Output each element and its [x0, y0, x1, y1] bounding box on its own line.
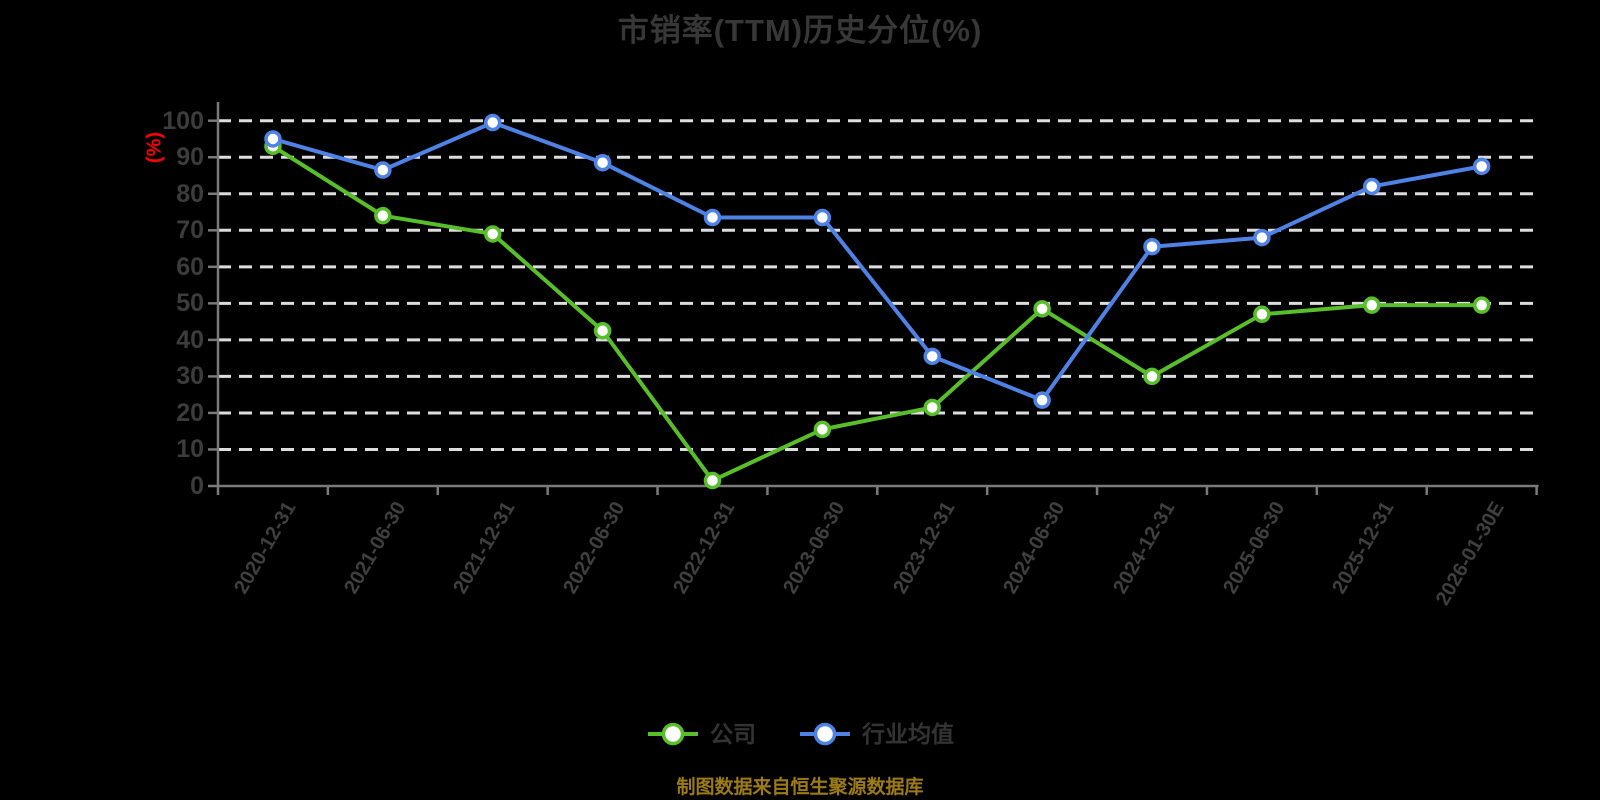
y-axis-label-60: 60 — [176, 252, 204, 281]
legend-item-company[interactable]: 公司 — [646, 720, 756, 748]
data-point-company-11 — [1472, 296, 1491, 314]
data-source-footer: 制图数据来自恒生聚源数据库 — [676, 777, 924, 798]
data-point-industry-average-7 — [1033, 391, 1051, 409]
data-point-industry-average-8 — [1143, 237, 1161, 256]
y-axis-label-50: 50 — [176, 289, 204, 318]
legend-marker-industry-average-icon — [800, 722, 850, 746]
data-point-industry-average-3 — [593, 153, 612, 172]
series-line-company — [270, 144, 1484, 483]
y-axis-label-30: 30 — [176, 362, 204, 391]
y-axis-label-20: 20 — [176, 398, 204, 427]
data-point-company-10 — [1363, 296, 1381, 314]
data-point-company-9 — [1253, 305, 1271, 324]
data-point-company-6 — [923, 398, 941, 417]
y-axis-label-0: 0 — [190, 472, 204, 500]
legend-label-company: 公司 — [710, 721, 756, 747]
legend-circle-company — [661, 722, 685, 746]
legend-item-industry-average[interactable]: 行业均值 — [798, 720, 954, 748]
data-point-industry-average-9 — [1253, 228, 1271, 247]
data-point-industry-average-10 — [1363, 177, 1381, 196]
y-axis-label-10: 10 — [176, 435, 204, 464]
data-point-industry-average-11 — [1472, 157, 1491, 176]
y-axis-label-80: 80 — [176, 179, 204, 208]
data-point-industry-average-2 — [483, 113, 502, 132]
chart-title: 市销率(TTM)历史分位(%) — [617, 13, 983, 48]
data-point-company-4 — [703, 471, 722, 490]
data-point-industry-average-4 — [703, 208, 722, 227]
y-axis-label-40: 40 — [176, 325, 204, 354]
data-point-company-7 — [1033, 300, 1051, 318]
data-point-company-1 — [374, 206, 392, 225]
data-point-company-8 — [1143, 367, 1161, 386]
legend-marker-company-icon — [648, 722, 698, 746]
data-point-industry-average-1 — [374, 161, 392, 179]
data-point-company-2 — [483, 225, 502, 243]
data-point-company-3 — [593, 321, 612, 340]
legend-label-industry-average: 行业均值 — [862, 721, 954, 747]
y-axis-label-90: 90 — [176, 143, 204, 172]
data-point-industry-average-5 — [813, 208, 832, 227]
data-point-industry-average-6 — [923, 347, 941, 366]
legend: 公司 行业均值 — [646, 720, 954, 748]
legend-circle-industry-average — [813, 722, 837, 746]
y-axis-label-100: 100 — [162, 106, 204, 135]
series-line-industry-average — [270, 120, 1484, 403]
data-point-company-5 — [813, 420, 832, 439]
y-axis-label-70: 70 — [176, 216, 204, 245]
data-point-industry-average-0 — [264, 130, 282, 148]
